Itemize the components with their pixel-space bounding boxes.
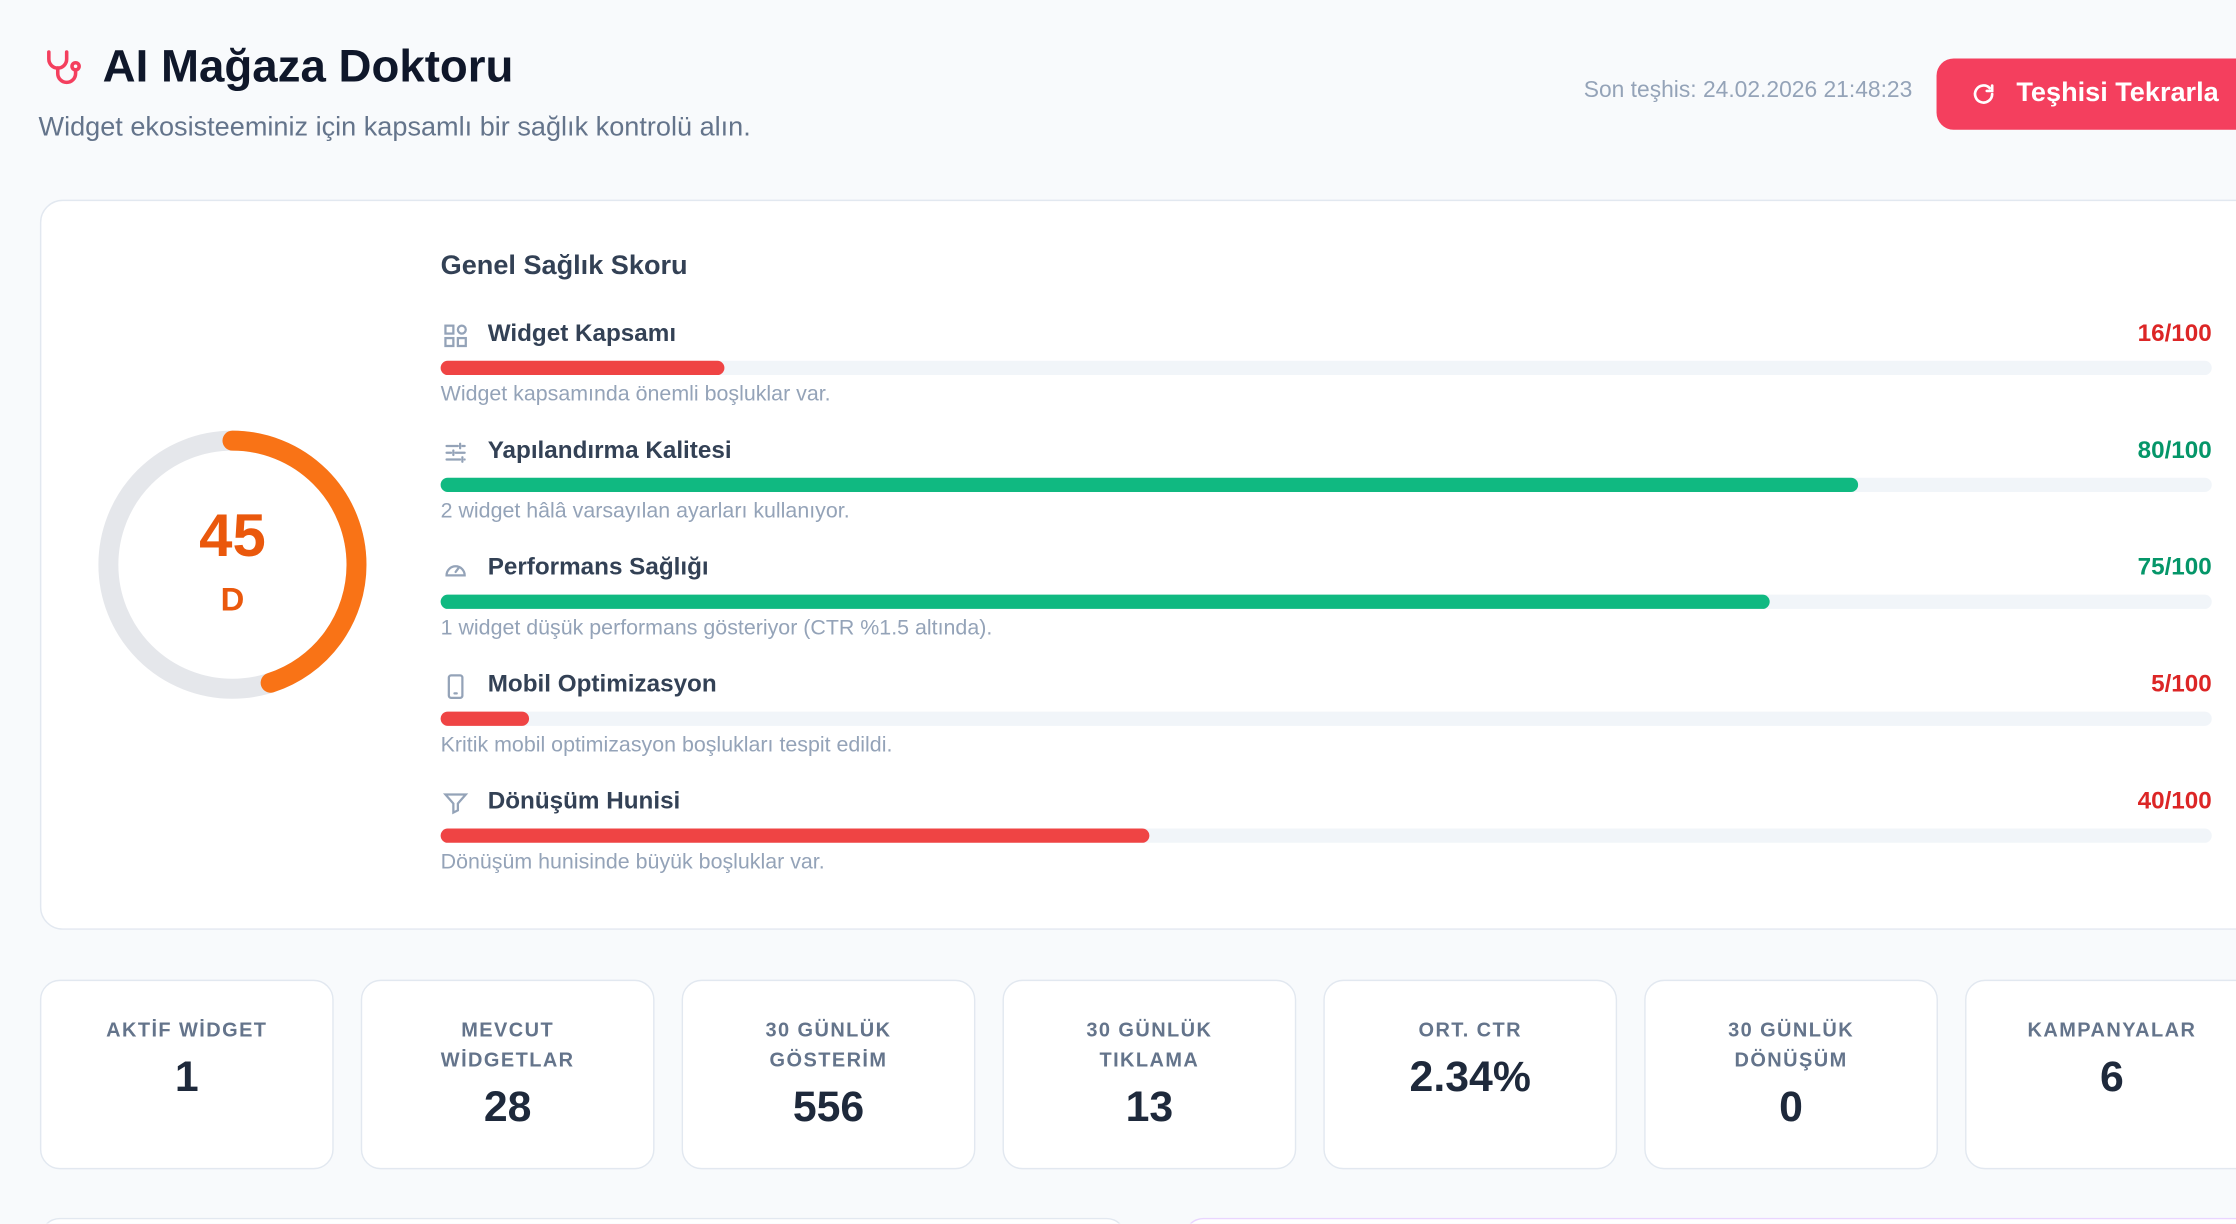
metric-name: Yapılandırma Kalitesi xyxy=(487,436,732,464)
metric-bar xyxy=(440,477,1858,492)
card-fragment xyxy=(39,1217,1127,1224)
metric-name: Dönüşüm Hunisi xyxy=(487,787,681,815)
stat-label: 30 GÜNLÜK DÖNÜŞÜM xyxy=(1728,1018,1855,1071)
score-value: 45 xyxy=(199,501,266,569)
gauge-arc xyxy=(98,430,367,699)
metric-icon xyxy=(442,556,471,585)
metric-track xyxy=(440,594,2212,609)
metric-score: 75/100 xyxy=(2137,553,2212,581)
metric-bar xyxy=(440,594,1769,609)
stat-label: AKTİF WİDGET xyxy=(106,1018,268,1041)
metric-description: 2 widget hâlâ varsayılan ayarları kullan… xyxy=(440,499,850,524)
icon xyxy=(444,324,467,348)
refresh-icon xyxy=(1973,84,1994,104)
stat-value: 556 xyxy=(792,1083,865,1131)
stat-card: 30 GÜNLÜK GÖSTERİM 556 xyxy=(681,979,976,1170)
icon xyxy=(445,442,466,463)
stat-value: 6 xyxy=(2100,1053,2124,1101)
metric-score: 5/100 xyxy=(2151,670,2212,698)
stat-label: KAMPANYALAR xyxy=(2027,1018,2197,1041)
stat-card: 30 GÜNLÜK DÖNÜŞÜM 0 xyxy=(1644,979,1938,1170)
icon xyxy=(442,793,469,815)
metric-icon xyxy=(442,790,471,819)
stat-card: ORT. CTR 2.34% xyxy=(1323,979,1618,1170)
stat-value: 1 xyxy=(174,1053,199,1101)
page-title: AI Mağaza Doktoru xyxy=(102,39,514,92)
metric-name: Performans Sağlığı xyxy=(487,553,709,581)
metric-description: Dönüşüm hunisinde büyük boşluklar var. xyxy=(440,849,825,875)
metric-bar xyxy=(440,360,725,376)
metric-track xyxy=(440,360,2212,376)
stat-label: 30 GÜNLÜK GÖSTERİM xyxy=(765,1018,892,1071)
last-diagnosis: Son teşhis: 24.02.2026 21:48:23 xyxy=(1583,78,1913,103)
metric-bar xyxy=(440,828,1150,843)
button-label: Teşhisi Tekrarla xyxy=(2016,78,2219,109)
metric-bar xyxy=(440,711,530,726)
metric-icon xyxy=(442,673,471,702)
metric-icon xyxy=(442,322,471,351)
metric-track xyxy=(440,828,2212,843)
stat-label: ORT. CTR xyxy=(1418,1018,1522,1041)
stat-card: AKTİF WİDGET 1 xyxy=(39,979,334,1170)
metric-track xyxy=(440,711,2212,726)
score-gauge xyxy=(98,430,367,699)
metric-name: Widget Kapsamı xyxy=(487,319,677,347)
stat-value: 2.34% xyxy=(1409,1053,1531,1101)
card-fragment xyxy=(1183,1217,2236,1224)
metric-name: Mobil Optimizasyon xyxy=(487,670,717,698)
metric-score: 80/100 xyxy=(2137,436,2212,464)
stat-label: 30 GÜNLÜK TIKLAMA xyxy=(1086,1018,1213,1071)
stat-value: 0 xyxy=(1779,1083,1803,1131)
stat-card: KAMPANYALAR 6 xyxy=(1965,979,2236,1170)
stat-card: 30 GÜNLÜK TIKLAMA 13 xyxy=(1002,979,1297,1170)
icon xyxy=(445,565,466,577)
icon xyxy=(447,674,464,700)
metric-score: 16/100 xyxy=(2137,319,2212,347)
metric-description: 1 widget düşük performans gösteriyor (CT… xyxy=(440,616,993,641)
metric-track xyxy=(440,477,2212,492)
metric-description: Widget kapsamında önemli boşluklar var. xyxy=(440,382,831,407)
stat-value: 28 xyxy=(483,1083,532,1131)
score-card xyxy=(39,199,2236,930)
stat-label: MEVCUT WİDGETLAR xyxy=(440,1018,575,1071)
stethoscope-icon xyxy=(47,50,81,85)
metric-icon xyxy=(442,439,471,468)
metric-description: Kritik mobil optimizasyon boşlukları tes… xyxy=(440,732,893,758)
score-title: Genel Sağlık Skoru xyxy=(440,250,688,281)
stat-value: 13 xyxy=(1125,1083,1174,1131)
metric-score: 40/100 xyxy=(2137,787,2212,815)
stat-card: MEVCUT WİDGETLAR 28 xyxy=(360,979,655,1170)
score-grade: D xyxy=(220,580,245,618)
rerun-button[interactable]: Teşhisi Tekrarla xyxy=(1936,58,2236,130)
page-subtitle: Widget ekosisteeminiz için kapsamlı bir … xyxy=(38,112,751,143)
